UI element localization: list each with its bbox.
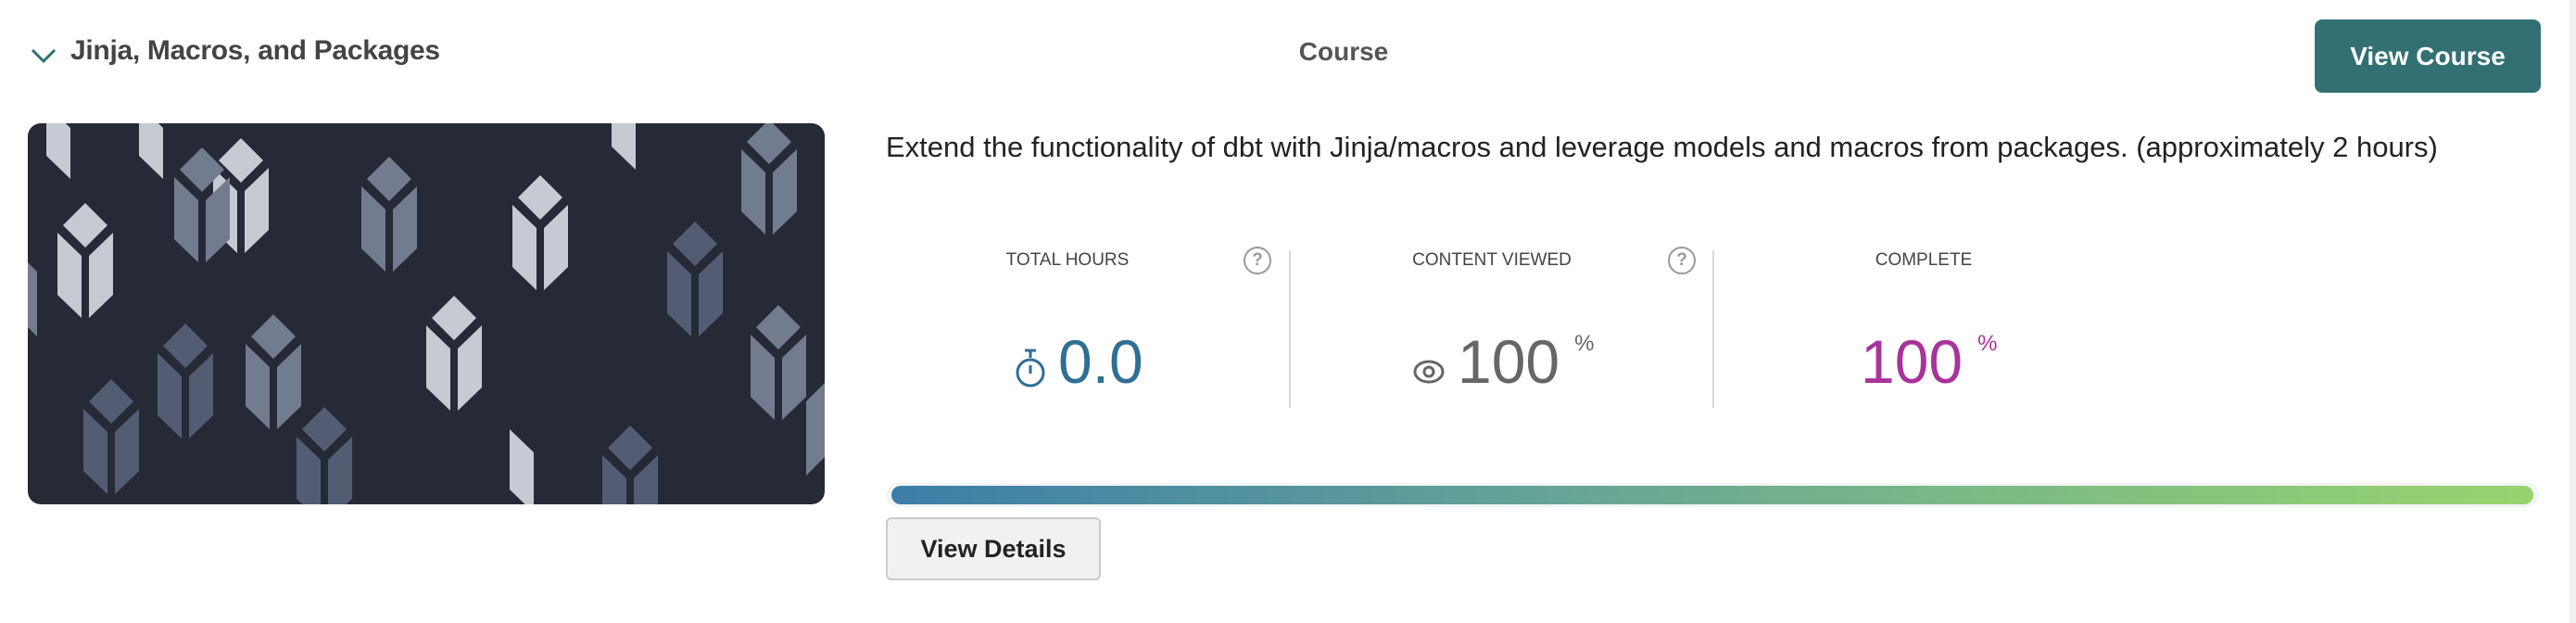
complete-label: COMPLETE xyxy=(1875,250,1973,270)
stat-divider xyxy=(1289,250,1291,408)
stat-divider xyxy=(1712,250,1714,408)
content-viewed-value: 100 % xyxy=(1413,324,1594,399)
content-viewed-help-icon[interactable]: ? xyxy=(1668,247,1696,274)
total-hours-label: TOTAL HOURS xyxy=(1005,250,1130,270)
progress-bar-fill xyxy=(891,486,2533,504)
course-title[interactable]: Jinja, Macros, and Packages xyxy=(70,35,440,66)
scrollbar-gutter xyxy=(2570,0,2576,623)
course-thumbnail xyxy=(28,123,825,504)
course-type-label: Course xyxy=(1298,37,1389,66)
chevron-down-icon[interactable] xyxy=(28,41,59,69)
total-hours-number: 0.0 xyxy=(1058,327,1143,396)
view-course-button[interactable]: View Course xyxy=(2315,19,2541,93)
content-viewed-number: 100 xyxy=(1458,327,1560,396)
cube-pattern-image xyxy=(28,123,825,504)
complete-value: 100 % xyxy=(1861,324,1997,399)
complete-number: 100 xyxy=(1861,327,1964,396)
total-hours-help-icon[interactable]: ? xyxy=(1244,247,1271,274)
content-viewed-label: CONTENT VIEWED xyxy=(1412,250,1572,270)
view-details-button[interactable]: View Details xyxy=(886,517,1101,580)
stopwatch-icon xyxy=(1016,349,1045,388)
total-hours-value: 0.0 xyxy=(1014,324,1143,399)
complete-unit: % xyxy=(1977,331,1998,356)
eye-icon xyxy=(1413,360,1445,384)
course-description: Extend the functionality of dbt with Jin… xyxy=(886,131,2438,163)
content-viewed-unit: % xyxy=(1574,331,1595,356)
